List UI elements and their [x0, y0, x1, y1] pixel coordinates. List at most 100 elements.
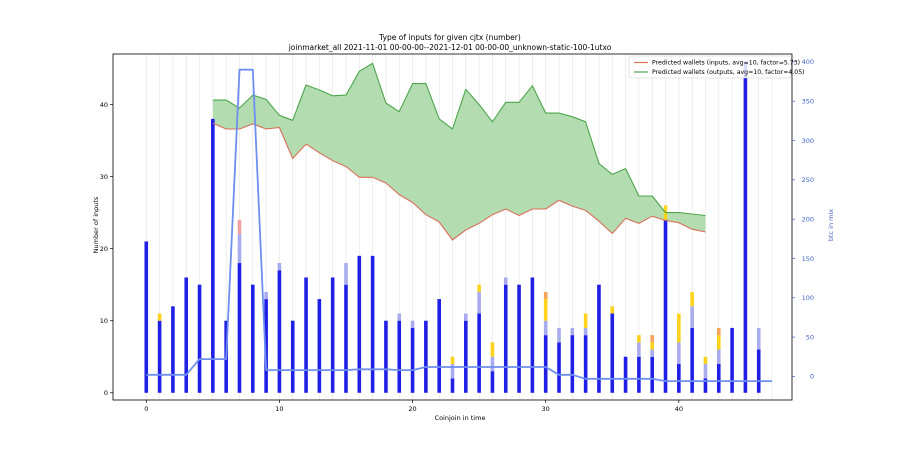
bar-light — [756, 327, 761, 350]
x-tick-label: 20 — [408, 405, 416, 413]
bar-main — [464, 320, 468, 393]
bar-main — [743, 61, 748, 393]
x-axis-label: Coinjoin in time — [435, 414, 486, 422]
bar-main — [570, 335, 575, 393]
y-right-tick-label: 300 — [802, 137, 814, 145]
bar-main — [264, 299, 268, 393]
y-right-tick-label: 250 — [802, 176, 814, 184]
bar-light — [450, 363, 455, 379]
bar-red — [237, 219, 242, 235]
bar-main — [197, 284, 202, 393]
bar-light — [690, 306, 694, 328]
bar-light — [557, 327, 561, 343]
bar-main — [677, 363, 681, 393]
bar-light — [583, 327, 588, 336]
bar-orange — [716, 327, 721, 336]
bar-main — [370, 255, 375, 393]
y-tick-label: 0 — [104, 389, 108, 397]
bar-light — [237, 234, 242, 264]
bar-main — [344, 284, 348, 393]
y-tick-label: 10 — [100, 317, 108, 325]
bar-main — [277, 270, 282, 393]
legend-box — [628, 55, 792, 79]
bar-yellow — [157, 313, 162, 321]
bar-light — [503, 277, 508, 285]
bar-yellow — [610, 306, 615, 314]
bar-main — [583, 335, 588, 393]
y-right-tick-label: 200 — [802, 215, 814, 223]
bar-main — [450, 378, 455, 393]
y-tick-label: 30 — [100, 173, 108, 181]
bar-light — [570, 327, 575, 336]
y-tick-label: 40 — [100, 101, 108, 109]
legend: Predicted wallets (inputs, avg=10, facto… — [628, 55, 805, 79]
bar-main — [424, 320, 428, 393]
bar-main — [384, 320, 388, 393]
bar-light — [264, 291, 268, 300]
bar-light — [490, 356, 495, 372]
x-tick-label: 30 — [542, 405, 550, 413]
bar-main — [157, 320, 162, 393]
bar-main — [597, 284, 601, 393]
y-right-tick-label: 150 — [802, 255, 814, 263]
bar-light — [637, 342, 641, 357]
y-right-tick-label: 50 — [806, 333, 814, 341]
bar-main — [304, 277, 308, 393]
bar-yellow — [450, 356, 455, 364]
bar-main — [530, 277, 535, 393]
y-axis: 0 10 20 30 40 — [100, 101, 113, 397]
bar-main — [503, 284, 508, 393]
wallet-outputs-line — [212, 62, 706, 217]
bar-light — [277, 263, 282, 271]
wallet-band-fill — [212, 63, 706, 241]
bar-main — [184, 277, 189, 393]
bar-main — [730, 327, 734, 393]
bar-light — [703, 363, 708, 379]
wallet-inputs-line — [212, 122, 706, 241]
bar-main — [144, 241, 149, 393]
y-right-tick-label: 0 — [810, 373, 814, 381]
bar-yellow — [543, 299, 548, 321]
bar-main — [557, 342, 561, 393]
bar-main — [410, 327, 415, 393]
y-axis-label: Number of inputs — [92, 196, 100, 253]
bar-main — [317, 299, 322, 393]
bar-yellow — [650, 342, 655, 350]
bar-main — [690, 327, 694, 393]
bar-main — [171, 306, 175, 393]
y-right-tick-label: 400 — [802, 58, 814, 66]
bar-main — [543, 335, 548, 393]
y-tick-label: 20 — [100, 245, 108, 253]
bar-light — [477, 291, 481, 314]
chart-title: Type of inputs for given cjtx (number) — [378, 33, 521, 42]
x-tick-label: 10 — [275, 405, 283, 413]
x-tick-label: 40 — [675, 405, 683, 413]
y-right-tick-label: 350 — [802, 97, 814, 105]
bar-light — [344, 263, 348, 285]
wallet-band — [212, 63, 706, 241]
bar-main — [756, 349, 761, 393]
bar-main — [477, 313, 481, 393]
bar-orange — [543, 291, 548, 300]
bar-yellow — [583, 313, 588, 328]
bar-light — [677, 342, 681, 364]
x-axis: 0 10 20 30 40 — [144, 400, 683, 413]
bar-main — [637, 356, 641, 393]
bar-orange — [650, 335, 655, 343]
bar-main — [703, 378, 708, 393]
bar-main — [623, 356, 628, 393]
btc-in-mix-line — [146, 68, 772, 383]
plot-frame — [112, 53, 793, 401]
bar-main — [290, 320, 295, 393]
bar-yellow — [690, 291, 694, 307]
bar-light — [410, 320, 415, 328]
y-axis-right: 0 50 100 150 200 250 300 350 400 — [792, 58, 814, 381]
legend-label-outputs: Predicted wallets (outputs, avg=10, fact… — [652, 69, 805, 76]
bar-main — [490, 371, 495, 393]
bar-light — [543, 320, 548, 336]
bar-light — [397, 313, 402, 321]
bar-main — [211, 118, 215, 393]
x-tick-label: 0 — [144, 405, 148, 413]
bar-main — [237, 263, 242, 393]
